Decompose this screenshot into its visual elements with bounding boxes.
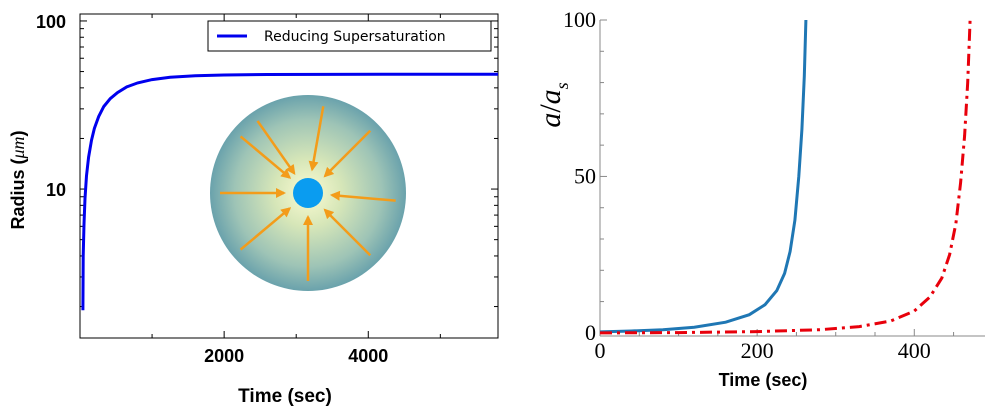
left-y-axis-label: Radius (μm) [8,130,28,229]
particle-inset [210,95,406,291]
legend: Reducing Supersaturation [207,20,492,52]
inward-arrow [256,120,296,175]
inward-arrow [323,129,372,178]
right-x-tick-label: 400 [898,338,931,363]
legend-box [207,20,492,52]
inward-arrow [329,190,396,202]
series-reducing-supersaturation [81,72,498,311]
series-dashdot-red [599,19,972,335]
right-axis-ticks: 0 200 400 0 50 100 [563,7,955,363]
right-y-tick-label: 100 [563,7,596,32]
left-series-group [81,72,498,311]
right-x-tick-label: 0 [595,338,606,363]
right-x-axis-label: Time (sec) [719,370,808,390]
inward-arrow [239,207,292,251]
left-y-tick-label: 100 [36,12,66,32]
right-y-tick-label: 0 [585,320,596,345]
legend-label: Reducing Supersaturation [264,29,446,45]
inward-arrow [239,135,292,179]
left-x-tick-label: 2000 [204,346,244,366]
left-y-tick-label: 10 [46,180,66,200]
right-chart: 0 200 400 0 50 100 Time (sec) a/as [534,7,985,390]
right-y-tick-label: 50 [574,163,596,188]
inward-arrow [308,106,325,172]
left-chart: 2000 4000 10 100 Reducing Supersaturation T… [8,12,499,407]
right-x-tick-label: 200 [741,338,774,363]
series-solid-blue [599,19,808,334]
right-y-axis-label: a/as [534,82,572,127]
inward-arrow [323,208,372,257]
right-series-group [599,19,972,335]
left-x-axis-label: Time (sec) [238,386,332,407]
left-x-tick-label: 4000 [348,346,388,366]
left-plot-frame [79,13,499,339]
central-particle [293,178,323,208]
